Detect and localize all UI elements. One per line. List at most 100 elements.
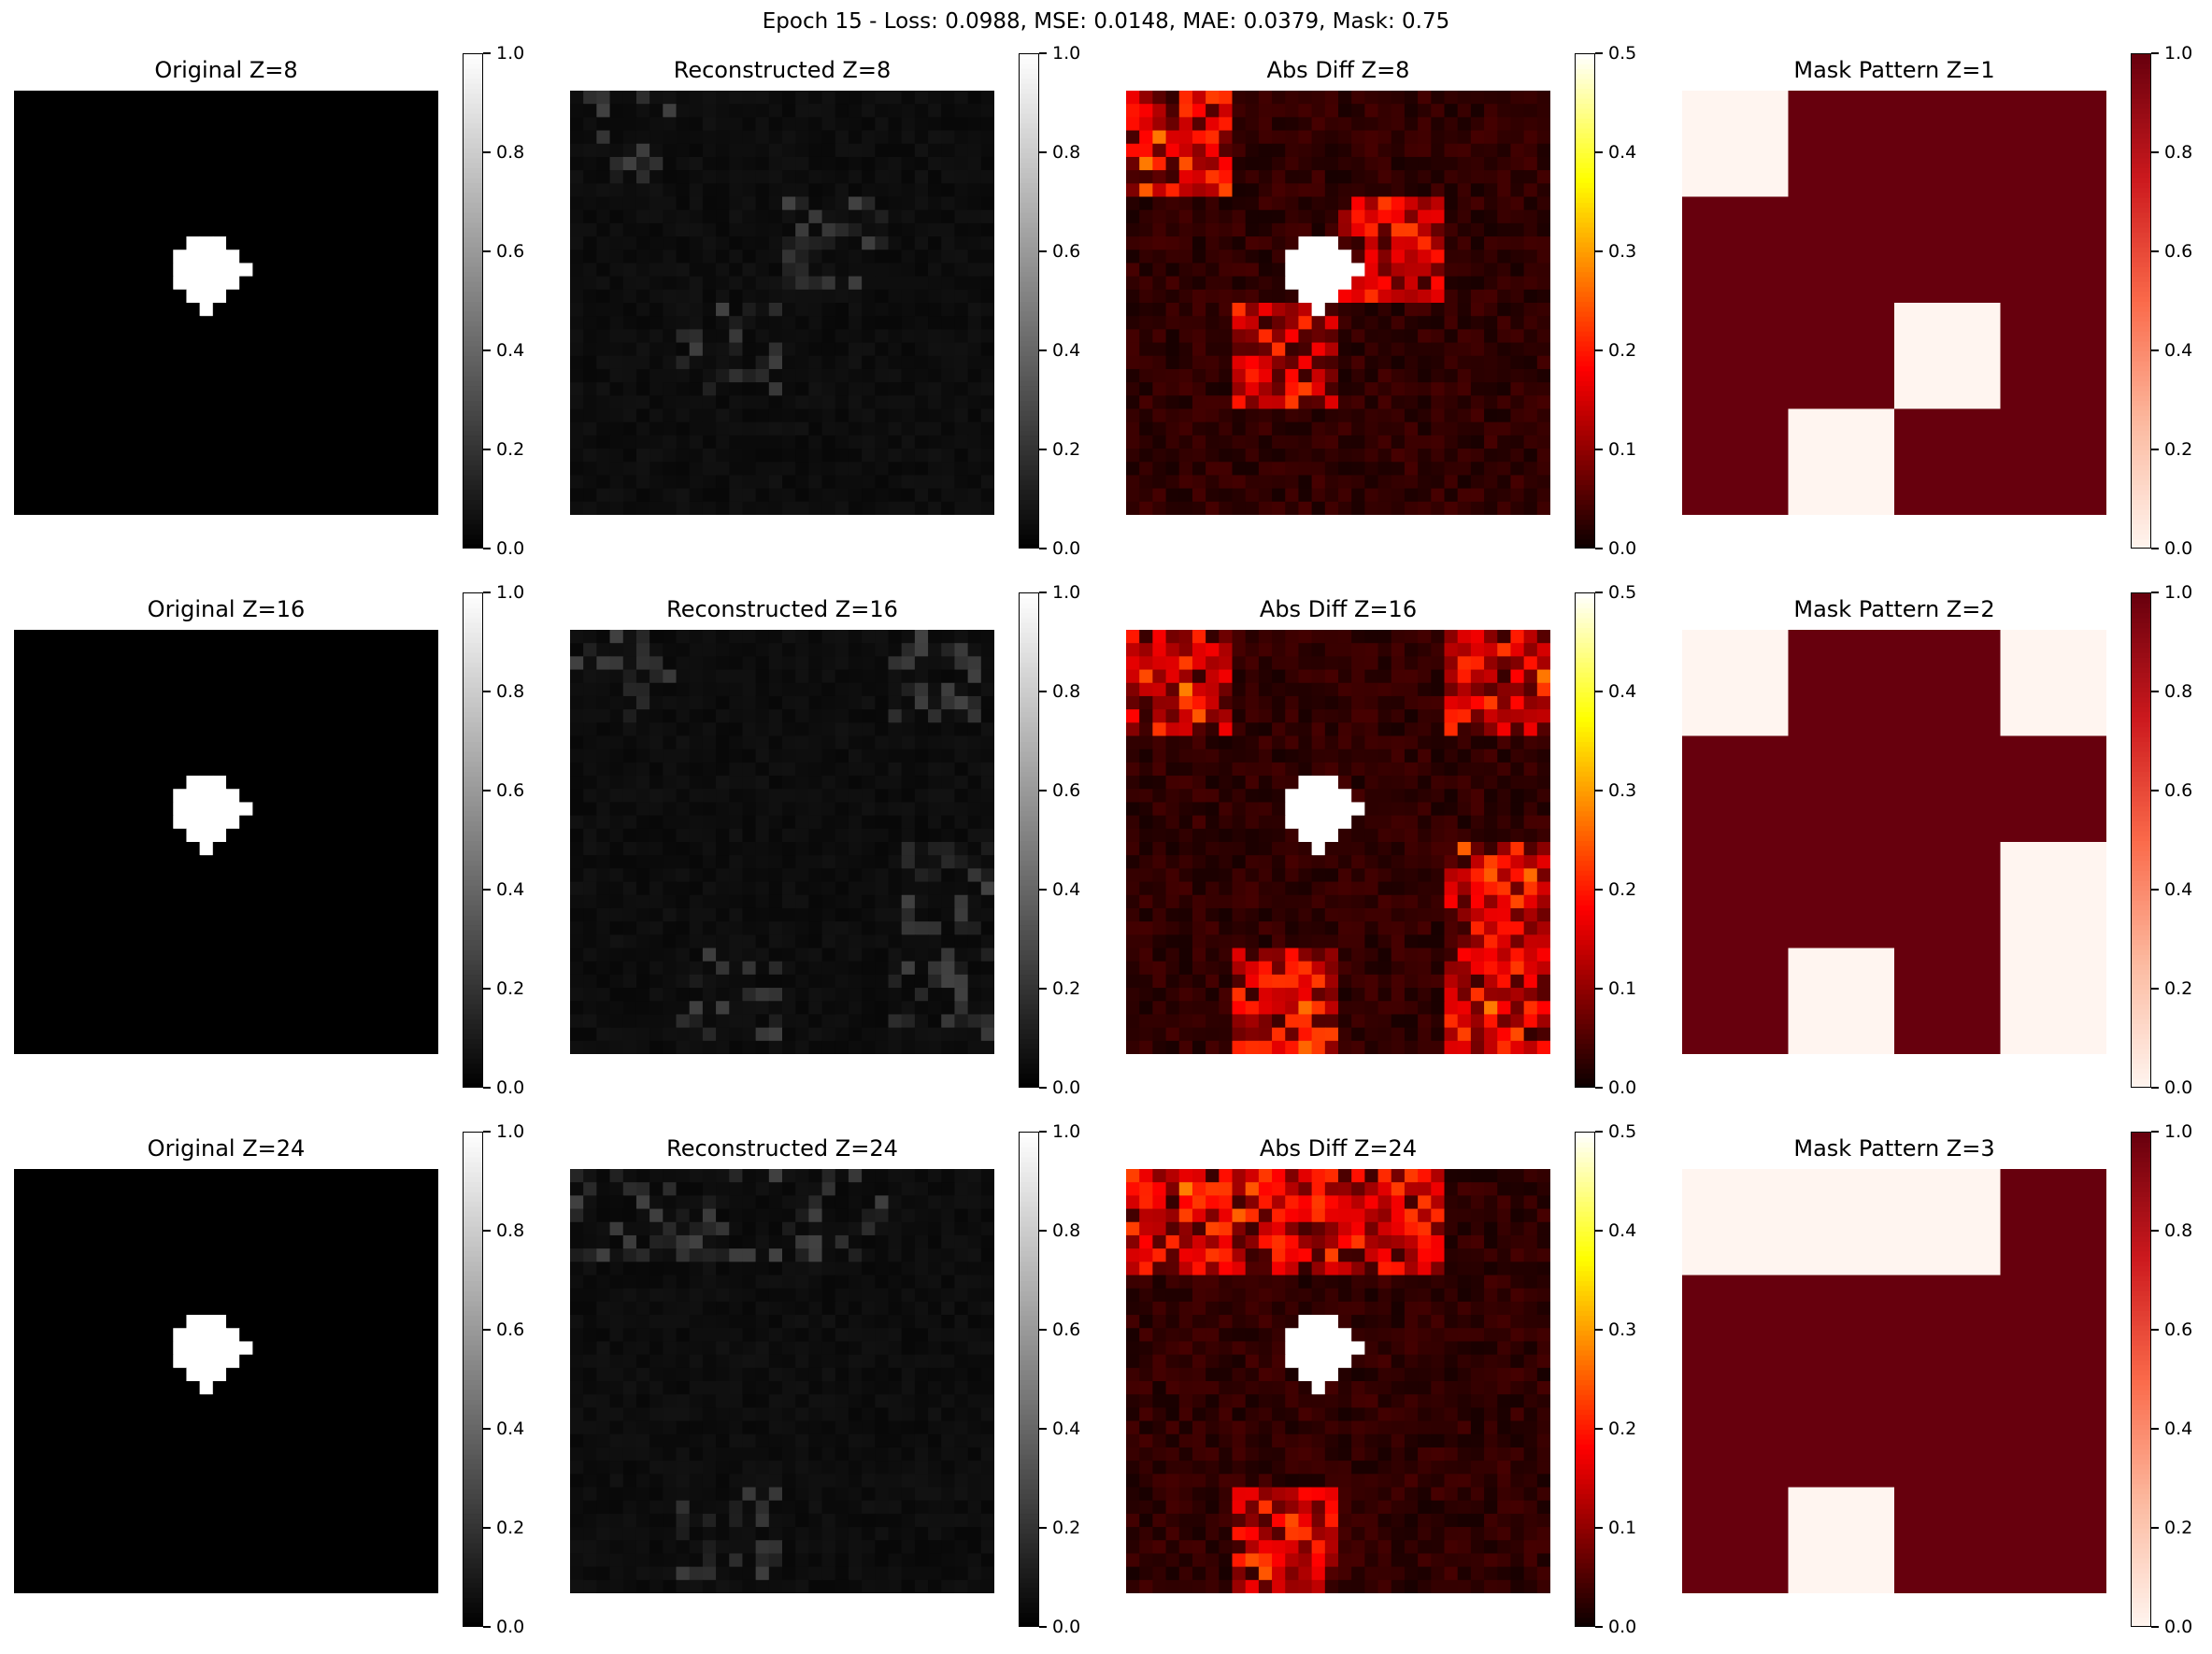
heatmap-cell	[1470, 170, 1485, 184]
heatmap-cell	[199, 170, 214, 184]
heatmap-cell	[14, 143, 28, 158]
heatmap-cell	[66, 1001, 81, 1016]
heatmap-cell	[133, 894, 148, 909]
colorbar-segment	[1576, 222, 1594, 229]
heatmap-cell	[901, 222, 916, 237]
colorbar-segment	[464, 999, 482, 1005]
heatmap-cell	[689, 130, 704, 145]
heatmap-cell	[808, 143, 823, 158]
heatmap-cell	[173, 815, 188, 830]
heatmap-cell	[1324, 435, 1339, 449]
heatmap-cell	[1431, 209, 1446, 224]
heatmap-cell	[93, 948, 107, 962]
heatmap-cell	[146, 395, 161, 410]
heatmap-cell	[967, 408, 982, 423]
heatmap-cell	[146, 289, 161, 304]
heatmap-cell	[212, 368, 227, 383]
heatmap-cell	[93, 868, 107, 883]
heatmap-cell	[93, 475, 107, 490]
heatmap-cell	[265, 776, 280, 790]
colorbar-segment	[1020, 247, 1038, 253]
heatmap-cell	[292, 630, 307, 644]
heatmap-cell	[742, 130, 757, 145]
heatmap-cell	[411, 894, 426, 909]
heatmap-cell	[385, 749, 400, 763]
heatmap-cell	[1272, 209, 1286, 224]
heatmap-cell	[954, 656, 969, 671]
heatmap-cell	[306, 1027, 320, 1042]
colorbar-segment	[464, 440, 482, 447]
heatmap-cell	[319, 894, 334, 909]
colorbar-segment	[464, 380, 482, 387]
heatmap-cell	[186, 802, 201, 817]
colorbar-segment	[464, 430, 482, 436]
colorbar-segment	[464, 93, 482, 100]
heatmap-cell	[212, 828, 227, 843]
heatmap-cell	[1192, 196, 1206, 211]
heatmap-cell	[424, 130, 438, 145]
colorbar-segment	[464, 153, 482, 159]
heatmap-cell	[901, 104, 916, 118]
heatmap-cell	[358, 196, 373, 211]
heatmap-cell	[1152, 104, 1167, 118]
colorbar-segment	[2132, 118, 2150, 124]
heatmap-cell	[160, 501, 174, 515]
colorbar-segment	[464, 83, 482, 90]
heatmap-cell	[954, 196, 969, 211]
heatmap-cell	[795, 289, 809, 304]
heatmap-cell	[385, 1001, 400, 1016]
heatmap-cell	[319, 222, 334, 237]
heatmap-cell	[252, 828, 267, 843]
heatmap-cell	[1206, 250, 1220, 264]
heatmap-cell	[53, 488, 68, 503]
heatmap-cell	[1497, 488, 1512, 503]
colorbar-segment	[1020, 435, 1038, 441]
heatmap-cell	[133, 948, 148, 962]
heatmap-cell	[133, 669, 148, 684]
heatmap-cell	[1258, 183, 1273, 198]
heatmap-cell	[345, 855, 360, 869]
heatmap-cell	[212, 156, 227, 171]
heatmap-cell	[424, 183, 438, 198]
colorbar-segment	[464, 435, 482, 441]
heatmap-cell	[742, 368, 757, 383]
heatmap-cell	[239, 303, 253, 317]
heatmap-cell	[1219, 289, 1234, 304]
heatmap-cell	[173, 722, 188, 737]
heatmap-cell	[649, 682, 664, 697]
heatmap-cell	[372, 475, 386, 490]
heatmap-cell	[729, 395, 744, 410]
heatmap-cell	[226, 449, 240, 463]
heatmap-cell	[914, 209, 929, 224]
heatmap-cell	[265, 236, 280, 250]
heatmap-cell	[252, 236, 267, 250]
heatmap-cell	[278, 395, 293, 410]
heatmap-cell	[133, 934, 148, 949]
heatmap-cell	[252, 974, 267, 989]
colorbar-segment	[1576, 262, 1594, 268]
heatmap-cell	[212, 762, 227, 777]
heatmap-cell	[53, 289, 68, 304]
heatmap-cell	[663, 289, 678, 304]
heatmap-cell	[1523, 250, 1538, 264]
heatmap-cell	[1457, 303, 1472, 317]
colorbar-segment	[2132, 475, 2150, 481]
heatmap-cell	[583, 276, 597, 291]
heatmap-cell	[385, 289, 400, 304]
heatmap-cell	[1126, 222, 1140, 237]
colorbar-segment	[464, 182, 482, 189]
heatmap-cell	[716, 355, 730, 370]
heatmap-cell	[609, 682, 624, 697]
heatmap-cell	[53, 303, 68, 317]
colorbar-segment	[464, 113, 482, 120]
heatmap-cell	[66, 250, 81, 264]
heatmap-cell	[93, 276, 107, 291]
heatmap-cell	[265, 382, 280, 396]
heatmap-cell	[1418, 222, 1432, 237]
heatmap-cell	[1444, 156, 1459, 171]
heatmap-cell	[385, 802, 400, 817]
heatmap-cell	[1245, 222, 1260, 237]
heatmap-cell	[1258, 104, 1273, 118]
heatmap-cell	[319, 974, 334, 989]
heatmap-cell	[358, 130, 373, 145]
